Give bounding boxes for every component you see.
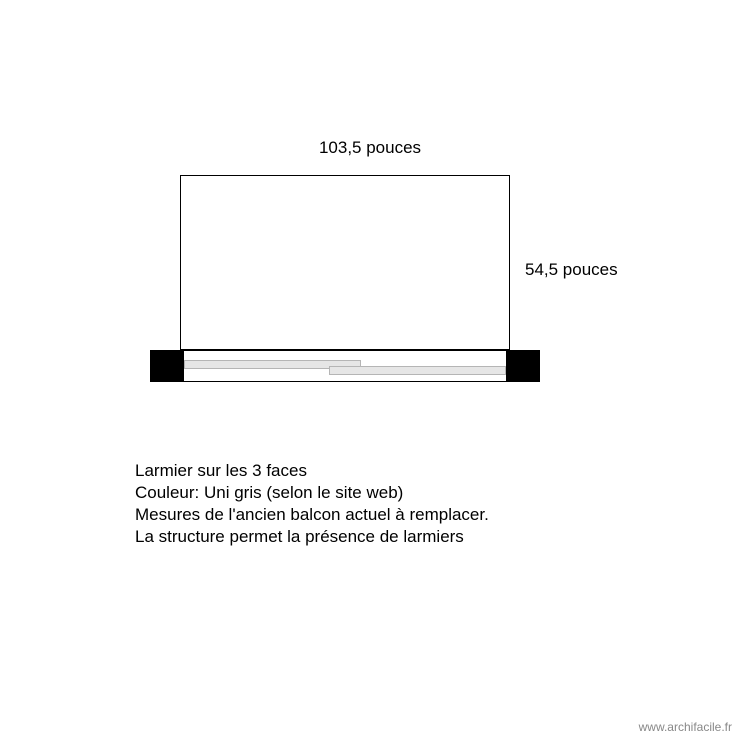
end-block-left [150,350,184,382]
notes-block: Larmier sur les 3 faces Couleur: Uni gri… [135,460,615,548]
channel-bar-right [329,366,506,375]
diagram-canvas: 103,5 pouces 54,5 pouces Larmier sur les… [0,0,750,750]
note-line-2: Couleur: Uni gris (selon le site web) [135,482,615,504]
note-line-1: Larmier sur les 3 faces [135,460,615,482]
note-line-3: Mesures de l'ancien balcon actuel à remp… [135,504,615,526]
end-block-right [506,350,540,382]
base-assembly [150,350,540,382]
note-line-4: La structure permet la présence de larmi… [135,526,615,548]
main-rectangle [180,175,510,350]
watermark: www.archifacile.fr [639,720,732,734]
dimension-top-label: 103,5 pouces [220,138,520,158]
channel [184,350,506,382]
dimension-right-label: 54,5 pouces [525,260,618,280]
